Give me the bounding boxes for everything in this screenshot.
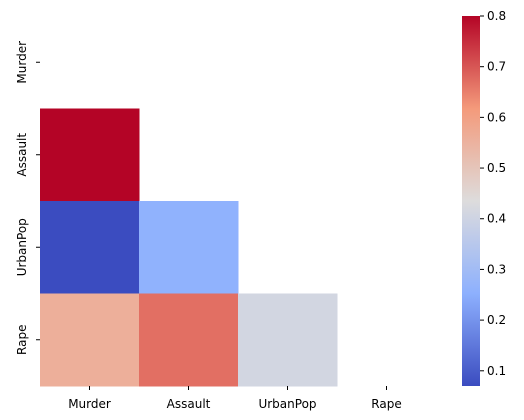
heatmap-cell-rape-murder bbox=[40, 293, 140, 387]
colorbar-tick-label: 0.4 bbox=[487, 212, 506, 226]
heatmap-cell-assault-murder bbox=[40, 108, 140, 202]
heatmap-cell-urbanpop-assault bbox=[139, 201, 239, 294]
colorbar-tick-label: 0.8 bbox=[487, 9, 506, 23]
y-tick-label-murder: Murder bbox=[15, 41, 29, 84]
heatmap-cells bbox=[40, 108, 338, 387]
colorbar-tick-label: 0.7 bbox=[487, 60, 506, 74]
heatmap-cell-rape-urbanpop bbox=[238, 293, 338, 387]
y-tick-label-rape: Rape bbox=[15, 325, 29, 355]
colorbar-tick-label: 0.2 bbox=[487, 313, 506, 327]
colorbar: 0.1 0.2 0.3 0.4 0.5 0.6 0.7 0.8 bbox=[462, 9, 506, 386]
x-tick-label-rape: Rape bbox=[371, 397, 401, 411]
heatmap-cell-rape-assault bbox=[139, 293, 239, 387]
colorbar-gradient bbox=[462, 16, 480, 386]
x-tick-label-murder: Murder bbox=[68, 397, 111, 411]
heatmap-cell-urbanpop-murder bbox=[40, 201, 140, 294]
x-axis: Murder Assault UrbanPop Rape bbox=[68, 386, 402, 411]
y-tick-label-urbanpop: UrbanPop bbox=[15, 218, 29, 276]
colorbar-tick-label: 0.6 bbox=[487, 110, 506, 124]
colorbar-tick-label: 0.1 bbox=[487, 364, 506, 378]
x-tick-label-urbanpop: UrbanPop bbox=[258, 397, 316, 411]
y-axis: Murder Assault UrbanPop Rape bbox=[15, 41, 40, 355]
colorbar-tick-label: 0.5 bbox=[487, 161, 506, 175]
colorbar-tick-label: 0.3 bbox=[487, 262, 506, 276]
x-tick-label-assault: Assault bbox=[167, 397, 211, 411]
y-tick-label-assault: Assault bbox=[15, 133, 29, 177]
